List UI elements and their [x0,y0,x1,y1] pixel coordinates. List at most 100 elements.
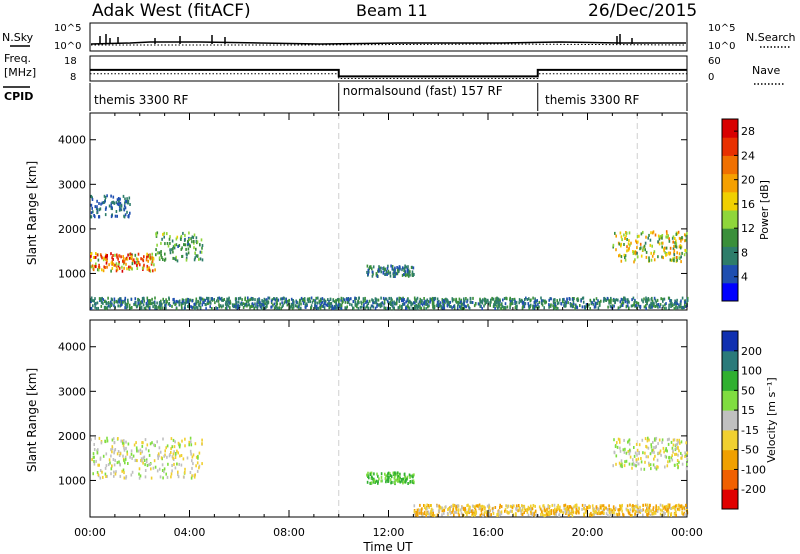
range-cell-304 [387,480,389,483]
range-cell-175 [123,471,125,475]
range-cell-113 [171,464,173,467]
range-cell-1199 [584,510,587,514]
range-cell-1575 [148,301,150,305]
range-cell-112 [151,260,154,263]
range-cell-806 [581,503,584,507]
range-cell-991 [327,302,329,306]
range-cell-529 [640,460,643,464]
range-cell-1221 [567,507,569,511]
range-cell-1048 [664,507,667,511]
range-cell-1796 [190,305,193,309]
range-cell-74 [138,476,141,480]
range-cell-55 [160,456,163,460]
range-cell-2010 [352,307,355,310]
range-cell-259 [192,462,194,466]
range-cell-1868 [306,298,309,302]
range-cell-107 [166,444,169,448]
range-cell-1195 [403,302,406,306]
range-cell-352 [104,200,106,204]
range-cell-1493 [310,306,312,310]
range-cell-1191 [344,300,347,304]
range-cell-1806 [479,299,481,303]
range-cell-904 [144,306,147,310]
range-cell-245 [188,243,190,247]
range-cell-2026 [468,307,471,310]
range-cell-322 [124,213,127,217]
range-cell-341 [129,203,131,206]
range-cell-1998 [386,299,389,303]
range-cell-918 [667,504,669,508]
range-cell-199 [169,241,171,245]
range-cell-330 [126,197,128,201]
range-cell-465 [412,266,415,270]
range-cell-935 [534,509,537,513]
range-cell-603 [624,258,627,262]
range-cell-1760 [191,299,193,303]
range-cell-103 [143,263,145,267]
range-cell-263 [181,255,183,258]
range-cell-924 [430,504,432,507]
range-cell-1066 [573,505,575,509]
range-cell-224 [172,456,174,460]
range-cell-979 [674,299,676,303]
range-cell-489 [620,255,623,259]
range-cell-187 [153,443,155,447]
range-cell-173 [172,256,174,260]
range-cell-643 [678,236,681,240]
range-cell-780 [659,508,662,512]
range-cell-798 [563,504,565,508]
power-scatter-cells [90,113,689,311]
range-cell-356 [102,201,105,204]
range-cell-1917 [609,304,612,308]
range-cell-81 [131,456,133,460]
range-cell-2047 [115,299,118,303]
range-cell-831 [559,505,561,509]
range-cell-302 [129,211,131,215]
range-cell-247 [106,439,109,443]
range-cell-145 [90,252,93,255]
range-cell-1256 [218,305,221,309]
range-cell-758 [267,296,269,300]
range-cell-710 [585,303,588,306]
range-cell-151 [133,260,136,264]
range-cell-679 [137,299,139,303]
range-cell-1879 [520,299,522,303]
range-cell-1181 [242,306,245,309]
range-cell-1750 [481,301,484,305]
range-cell-977 [462,507,465,511]
range-cell-327 [119,201,122,205]
range-cell-1455 [420,306,423,310]
range-cell-185 [117,450,120,453]
range-cell-58 [140,457,143,461]
range-cell-1166 [526,298,529,301]
range-cell-128 [157,456,159,460]
range-cell-505 [647,455,649,459]
range-cell-152 [143,255,145,259]
range-cell-1926 [544,301,546,305]
range-cell-2087 [314,301,317,305]
range-cell-937 [436,513,439,517]
range-cell-1597 [124,306,126,310]
range-cell-237 [185,252,188,256]
range-cell-971 [99,299,101,302]
range-cell-90 [197,456,199,460]
range-cell-1211 [620,303,623,307]
range-cell-319 [402,477,404,481]
range-cell-590 [528,507,531,511]
range-cell-1147 [496,307,499,310]
range-cell-544 [645,455,648,459]
range-cell-1217 [105,300,107,304]
range-cell-996 [617,508,619,512]
range-cell-148 [111,445,114,449]
range-cell-644 [648,259,650,263]
range-cell-1383 [634,304,636,308]
range-cell-720 [607,305,609,309]
range-cell-1184 [357,306,360,310]
range-cell-1942 [304,299,306,303]
range-cell-609 [629,503,631,507]
range-cell-946 [659,503,662,507]
range-cell-28 [179,454,181,458]
range-cell-1008 [419,304,421,308]
range-cell-1667 [178,299,181,303]
range-cell-516 [674,241,676,245]
